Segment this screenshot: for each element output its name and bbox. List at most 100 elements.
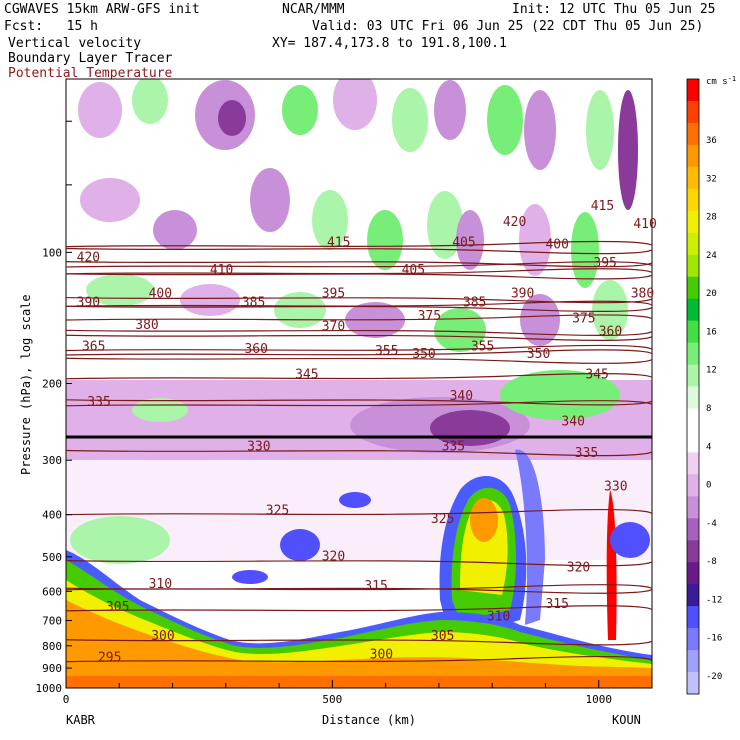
colorbar-swatch (687, 232, 699, 256)
colorbar-swatch (687, 210, 699, 234)
colorbar-swatch (687, 672, 699, 695)
colorbar-tick-label: -8 (706, 557, 717, 567)
theta-label: 315 (545, 597, 568, 612)
theta-contour (66, 296, 652, 304)
theta-contour (66, 560, 652, 567)
left-endpoint-label: KABR (66, 713, 96, 727)
vertical-velocity-field (66, 79, 652, 688)
colorbar-tick-label: 16 (706, 327, 717, 337)
theta-label: 350 (527, 347, 550, 362)
y-tick-label: 100 (42, 246, 62, 259)
y-tick-label: 300 (42, 454, 62, 467)
theta-label: 420 (77, 251, 100, 266)
theta-label: 325 (266, 504, 289, 519)
colorbar-tick-label: 4 (706, 442, 711, 452)
theta-contour (66, 314, 652, 321)
theta-label: 390 (511, 287, 534, 302)
theta-label: 320 (322, 550, 345, 565)
theta-label: 305 (106, 600, 129, 615)
theta-label: 400 (545, 238, 568, 253)
xy-endpoints: XY= 187.4,173.8 to 191.8,100.1 (272, 36, 507, 51)
colorbar-tick-label: 20 (706, 289, 717, 299)
x-tick-label: 500 (322, 693, 342, 706)
theta-contour (66, 329, 652, 336)
theta-contour (66, 344, 652, 352)
colorbar-swatch (687, 320, 699, 344)
colorbar-swatch (687, 342, 699, 366)
theta-label: 360 (599, 324, 622, 339)
theta-contour (66, 357, 652, 364)
x-tick-label: 0 (63, 693, 70, 706)
colorbar-swatch (687, 100, 699, 124)
colorbar: 36 32 28 24 20 16 12 8 4 0 -4 -8 -12 -16 -20 (686, 78, 722, 695)
theta-contour (66, 240, 652, 248)
theta-contour (66, 373, 652, 380)
theta-contour (66, 449, 652, 457)
colorbar-swatch (687, 496, 699, 519)
theta-label: 380 (135, 318, 158, 333)
colorbar-unit: cm s-1 (706, 75, 736, 87)
colorbar-tick-label: -4 (706, 519, 717, 529)
valid-time: Valid: 03 UTC Fri 06 Jun 25 (22 CDT Thu … (312, 19, 704, 34)
theta-label: 385 (463, 295, 486, 310)
theta-contour (66, 260, 652, 268)
theta-contour (66, 305, 652, 312)
theta-label: 420 (503, 215, 526, 230)
colorbar-tick-label: 8 (706, 404, 711, 414)
theta-contour (66, 334, 652, 341)
colorbar-swatch (687, 540, 699, 563)
theta-label: 335 (442, 440, 465, 455)
theta-label-group: 420 410 415 405 405 420 400 415 395 410 390 400 385 3… (77, 199, 657, 666)
theta-label: 410 (210, 263, 233, 278)
theta-label: 380 (631, 287, 654, 302)
y-tick-label: 500 (42, 551, 62, 564)
theta-label: 320 (567, 560, 590, 575)
x-axis: 0 500 1000 (63, 680, 653, 706)
y-tick-label: 1000 (36, 682, 63, 695)
org-label: NCAR/MMM (282, 2, 345, 17)
colorbar-tick-label: 36 (706, 136, 717, 146)
theta-label: 315 (364, 579, 387, 594)
colorbar-swatch (687, 364, 699, 387)
theta-contour (66, 639, 652, 646)
y-tick-label: 700 (42, 615, 62, 628)
colorbar-frame (686, 78, 700, 695)
theta-contour (66, 268, 652, 275)
theta-label: 350 (412, 347, 435, 362)
theta-label: 335 (575, 446, 598, 461)
colorbar-swatch (687, 628, 699, 651)
colorbar-tick-label: 24 (706, 251, 717, 261)
field-vertical-velocity: Vertical velocity (8, 36, 142, 51)
theta-label: 405 (452, 236, 475, 251)
colorbar-swatch (687, 188, 699, 212)
theta-contour (66, 273, 652, 280)
colorbar-tick-label: -12 (706, 595, 722, 605)
theta-contours (66, 240, 652, 663)
model-title: CGWAVES 15km ARW-GFS init (4, 2, 200, 17)
theta-label: 415 (591, 199, 614, 214)
theta-label: 405 (402, 263, 425, 278)
theta-label: 335 (87, 395, 110, 410)
theta-label: 390 (77, 295, 100, 310)
theta-contour (66, 605, 652, 612)
colorbar-swatch (687, 166, 699, 190)
colorbar-swatch (687, 452, 699, 475)
theta-label: 355 (471, 340, 494, 355)
colorbar-tick-label: 0 (706, 481, 711, 491)
y-tick-label: 400 (42, 509, 62, 522)
theta-label: 310 (487, 610, 510, 625)
theta-label: 370 (322, 319, 345, 334)
theta-label: 310 (149, 577, 172, 592)
colorbar-tick-label: -16 (706, 634, 722, 644)
theta-label: 305 (431, 629, 454, 644)
theta-contour (66, 584, 652, 591)
colorbar-swatch (687, 254, 699, 278)
theta-label: 395 (322, 287, 345, 302)
theta-contour (66, 300, 652, 307)
colorbar-swatch (687, 650, 699, 673)
y-axis: 100 200 300 400 500 600 700 800 900 1000 (36, 120, 72, 695)
theta-label: 340 (450, 389, 473, 404)
init-time: Init: 12 UTC Thu 05 Jun 25 (512, 2, 716, 17)
y-tick-label: 900 (42, 662, 62, 675)
